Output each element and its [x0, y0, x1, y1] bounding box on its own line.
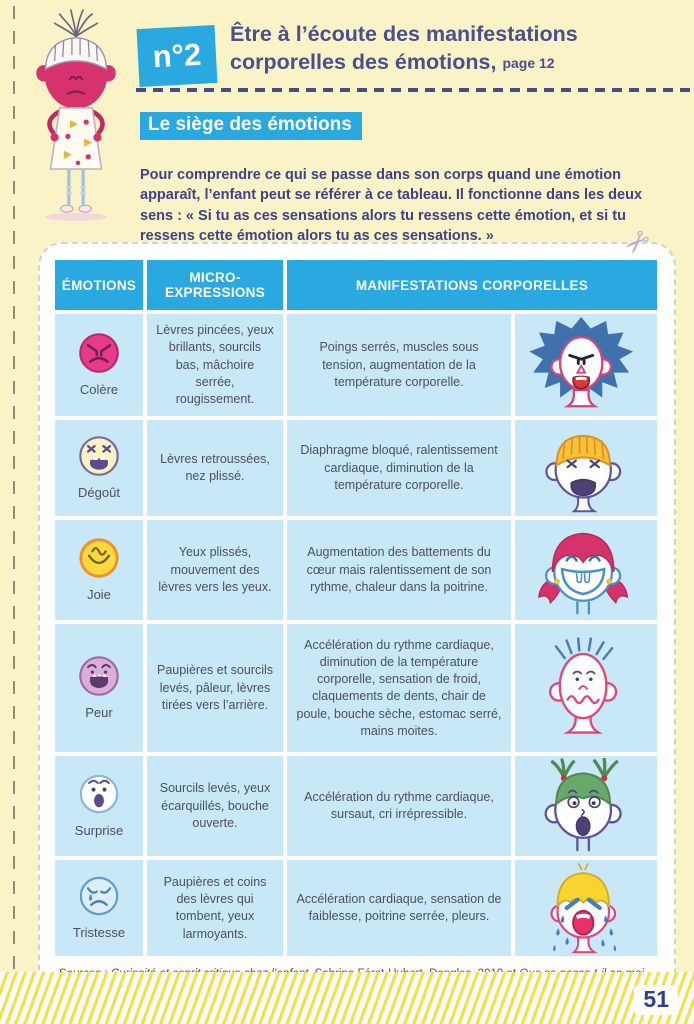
- table-row-illustration-cell: [515, 520, 657, 621]
- column-header-manifestations: MANIFESTATIONS CORPORELLES: [287, 260, 657, 310]
- cutout-card: ✂ ÉMOTIONS MICRO-EXPRESSIONS MANIFESTATI…: [38, 221, 676, 1017]
- scared-child-illustration: [548, 637, 618, 734]
- table-row-micro-cell: Sourcils levés, yeux écarquillés, bouche…: [147, 756, 283, 857]
- sad-face-icon: [79, 877, 119, 916]
- page-number: 51: [634, 985, 678, 1015]
- emotion-label: Joie: [87, 587, 111, 603]
- table-row-emotion-cell: Joie: [55, 520, 143, 621]
- joy-face-icon: [79, 538, 119, 578]
- angry-girl-mascot: [36, 9, 116, 221]
- header-dashed-separator: [136, 88, 694, 92]
- table-row-emotion-cell: Surprise: [55, 756, 143, 857]
- angry-face-icon: [79, 333, 119, 373]
- emotion-label: Dégoût: [78, 485, 120, 501]
- bottom-stripes-band: [0, 972, 694, 1024]
- disgusted-child-illustration: [545, 435, 622, 513]
- column-header-emotions: ÉMOTIONS: [55, 260, 143, 310]
- table-row-manifestation-cell: Diaphragme bloqué, ralentissement cardia…: [287, 420, 511, 517]
- emotion-label: Peur: [85, 705, 113, 721]
- page-title: Être à l’écoute des manifestations corpo…: [230, 22, 578, 74]
- table-row-manifestation-cell: Accélération cardiaque, sensation de fai…: [287, 860, 511, 957]
- activity-number-badge: n°2: [136, 24, 218, 88]
- left-cut-dashed-line: [13, 6, 15, 1024]
- table-row-micro-cell: Lèvres retroussées, nez plissé.: [147, 420, 283, 517]
- emotion-label: Tristesse: [72, 925, 126, 941]
- table-row-emotion-cell: Tristesse: [55, 860, 143, 957]
- surprise-face-icon: [79, 775, 119, 814]
- emotion-label: Surprise: [74, 823, 124, 839]
- disgust-face-icon: [79, 436, 119, 477]
- table-row-manifestation-cell: Poings serrés, muscles sous tension, aug…: [287, 314, 511, 417]
- intro-paragraph: Pour comprendre ce qui se passe dans son…: [140, 166, 643, 245]
- table-row-manifestation-cell: Augmentation des battements du cœur mais…: [287, 520, 511, 621]
- table-row-micro-cell: Lèvres pincées, yeux brillants, sourcils…: [147, 314, 283, 417]
- table-row-illustration-cell: [515, 860, 657, 957]
- page-reference: page 12: [502, 54, 555, 71]
- table-row-illustration-cell: [515, 314, 657, 417]
- emotion-label: Colère: [79, 382, 119, 398]
- section-heading: Le siège des émotions: [140, 112, 362, 140]
- table-row-emotion-cell: Peur: [55, 624, 143, 753]
- table-row-manifestation-cell: Accélération du rythme cardiaque, diminu…: [287, 624, 511, 753]
- table-row-micro-cell: Yeux plissés, mouvement des lèvres vers …: [147, 520, 283, 621]
- table-row-manifestation-cell: Accélération du rythme cardiaque, sursau…: [287, 756, 511, 857]
- angry-child-illustration: [529, 317, 634, 408]
- table-row-micro-cell: Paupières et coins des lèvres qui tomben…: [147, 860, 283, 957]
- happy-child-illustration: [538, 533, 629, 615]
- table-row-illustration-cell: [515, 420, 657, 517]
- surprised-child-illustration: [544, 758, 622, 852]
- crying-child-illustration: [550, 863, 617, 954]
- badge-label: n°2: [151, 36, 203, 75]
- table-row-illustration-cell: [515, 624, 657, 753]
- table-row-illustration-cell: [515, 756, 657, 857]
- table-row-micro-cell: Paupières et sourcils levés, pâleur, lèv…: [147, 624, 283, 753]
- emotions-table: ÉMOTIONS MICRO-EXPRESSIONS MANIFESTATION…: [55, 260, 659, 957]
- table-row-emotion-cell: Dégoût: [55, 420, 143, 517]
- table-row-emotion-cell: Colère: [55, 314, 143, 417]
- column-header-micro-expressions: MICRO-EXPRESSIONS: [147, 260, 283, 310]
- fear-face-icon: [79, 656, 119, 697]
